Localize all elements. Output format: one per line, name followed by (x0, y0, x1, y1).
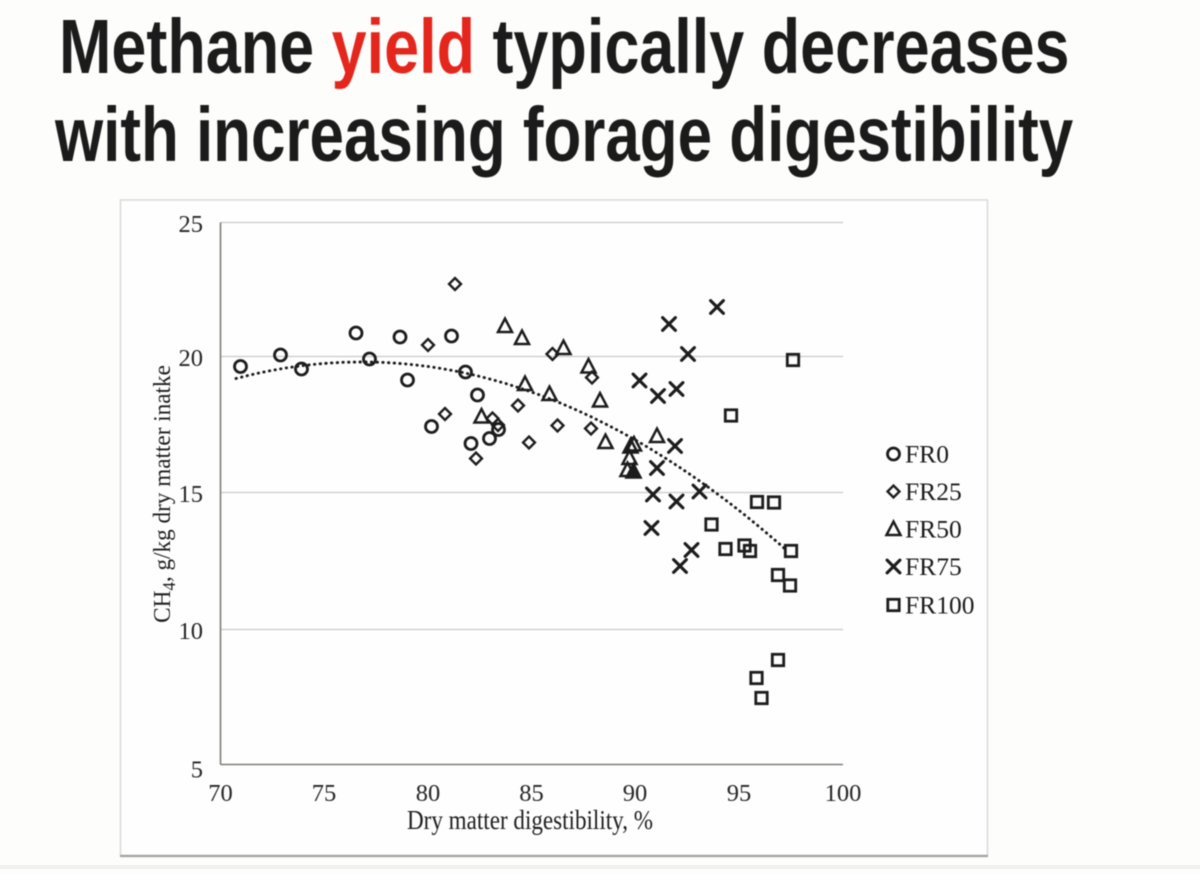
svg-text:FR75: FR75 (905, 552, 962, 581)
svg-text:5: 5 (191, 757, 203, 784)
svg-text:FR100: FR100 (905, 591, 974, 620)
svg-text:20: 20 (179, 345, 204, 372)
svg-text:85: 85 (519, 780, 544, 807)
svg-text:FR25: FR25 (905, 477, 962, 506)
svg-text:15: 15 (179, 481, 204, 508)
svg-text:100: 100 (825, 780, 862, 807)
svg-text:FR0: FR0 (905, 440, 949, 469)
svg-text:FR50: FR50 (905, 515, 962, 544)
svg-text:CH4, g/kg dry matter inatke: CH4, g/kg dry matter inatke (149, 365, 179, 623)
svg-text:25: 25 (179, 211, 204, 238)
svg-text:75: 75 (312, 780, 337, 807)
svg-text:80: 80 (416, 780, 441, 807)
svg-text:Dry matter digestibility, %: Dry matter digestibility, % (407, 804, 653, 835)
svg-text:90: 90 (623, 780, 648, 807)
svg-text:10: 10 (179, 618, 204, 645)
svg-text:70: 70 (208, 780, 233, 807)
svg-text:95: 95 (727, 780, 752, 807)
